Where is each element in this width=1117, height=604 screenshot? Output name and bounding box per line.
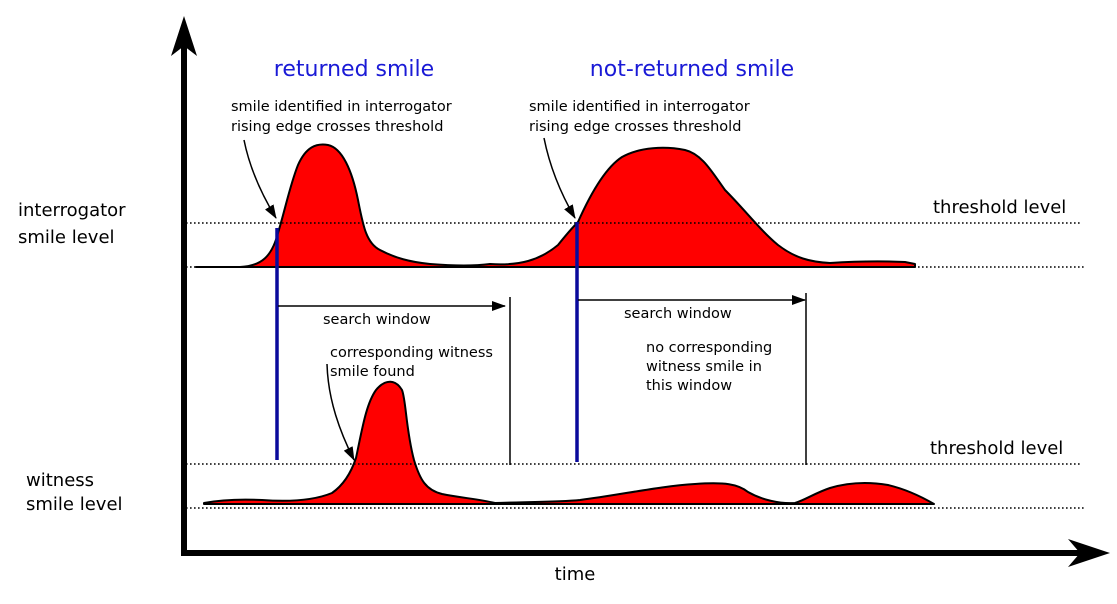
smile-identified-left-line2: rising edge crosses threshold [231, 119, 443, 135]
interrogator-label-line2: smile level [18, 227, 115, 248]
smile-identified-left-line1: smile identified in interrogator [231, 99, 452, 115]
interrogator-smile-curve [195, 143, 916, 268]
corresponding-found-line2: smile found [330, 364, 415, 380]
not-returned-search-window-label: search window [624, 306, 732, 322]
returned-smile-title: returned smile [274, 57, 434, 82]
no-corresponding-line1: no corresponding [646, 340, 772, 356]
x-axis-arrowhead [1068, 539, 1110, 567]
interrogator-threshold-label: threshold level [933, 197, 1066, 218]
interrogator-label-line1: interrogator [18, 200, 126, 221]
no-corresponding-line2: witness smile in [646, 359, 762, 375]
right-crossing-pointer-arrow [543, 137, 576, 219]
corresponding-found-line1: corresponding witness [330, 345, 493, 361]
witness-threshold-label: threshold level [930, 438, 1063, 459]
witness-smile-curve [203, 380, 935, 505]
y-axis-arrowhead [171, 16, 197, 56]
witness-crossing-pointer-arrow [326, 363, 355, 461]
returned-search-window-label: search window [323, 312, 431, 328]
smile-identified-right-line1: smile identified in interrogator [529, 99, 750, 115]
smile-identified-right-line2: rising edge crosses threshold [529, 119, 741, 135]
witness-label-line1: witness [26, 470, 94, 491]
x-axis-label: time [555, 564, 596, 585]
left-crossing-pointer-arrow [243, 139, 277, 219]
no-corresponding-line3: this window [646, 378, 732, 394]
not-returned-smile-title: not-returned smile [590, 57, 794, 82]
witness-label-line2: smile level [26, 494, 123, 515]
